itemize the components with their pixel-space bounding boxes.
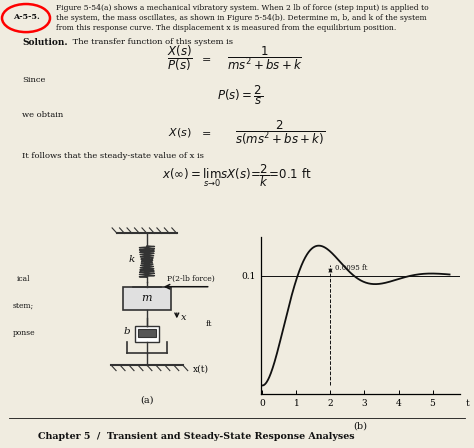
Text: (a): (a) (140, 396, 154, 405)
Text: Figure 5-54(a) shows a mechanical vibratory system. When 2 lb of force (step inp: Figure 5-54(a) shows a mechanical vibrat… (56, 4, 428, 12)
Text: (b): (b) (353, 422, 367, 431)
Bar (135, 326, 159, 341)
Text: $X(s)$: $X(s)$ (168, 126, 192, 139)
Text: $\dfrac{1}{ms^2 + bs + k}$: $\dfrac{1}{ms^2 + bs + k}$ (228, 44, 303, 72)
Text: Solution.: Solution. (22, 38, 68, 47)
Text: $=$: $=$ (199, 128, 211, 138)
Text: we obtain: we obtain (22, 112, 63, 120)
Text: k: k (129, 254, 135, 263)
Text: ponse: ponse (12, 329, 35, 336)
Text: $P(s) = \dfrac{2}{s}$: $P(s) = \dfrac{2}{s}$ (217, 83, 263, 107)
Text: x(t): x(t) (193, 365, 209, 374)
Text: ft: ft (206, 320, 212, 327)
Text: $\dfrac{X(s)}{P(s)}$: $\dfrac{X(s)}{P(s)}$ (167, 43, 193, 73)
Text: ical: ical (17, 276, 30, 283)
Text: x: x (181, 314, 186, 323)
Text: $x(\infty) = \lim_{s \to 0} sX(s) = \dfrac{2}{k} = 0.1\ \mathrm{ft}$: $x(\infty) = \lim_{s \to 0} sX(s) = \dfr… (162, 162, 312, 189)
Text: the system, the mass oscillates, as shown in Figure 5-54(b). Determine m, b, and: the system, the mass oscillates, as show… (56, 14, 427, 22)
Text: A-5-5.: A-5-5. (13, 13, 39, 21)
Text: t: t (466, 399, 470, 408)
Text: Since: Since (22, 76, 46, 84)
Text: 0.0095 ft: 0.0095 ft (335, 263, 367, 271)
Text: Chapter 5  /  Transient and Steady-State Response Analyses: Chapter 5 / Transient and Steady-State R… (38, 432, 355, 441)
Text: stem;: stem; (13, 302, 34, 310)
Text: from this response curve. The displacement x is measured from the equilibrium po: from this response curve. The displaceme… (56, 24, 396, 32)
Text: P(2-lb force): P(2-lb force) (167, 275, 215, 283)
Text: b: b (123, 327, 130, 336)
Text: $\dfrac{2}{s(ms^2 + bs + k)}$: $\dfrac{2}{s(ms^2 + bs + k)}$ (235, 118, 325, 147)
Bar (123, 287, 171, 310)
Text: m: m (142, 293, 152, 303)
Text: $=$: $=$ (199, 53, 211, 63)
Bar (138, 329, 156, 337)
Text: It follows that the steady-state value of x is: It follows that the steady-state value o… (22, 151, 204, 159)
Text: The transfer function of this system is: The transfer function of this system is (70, 38, 233, 46)
